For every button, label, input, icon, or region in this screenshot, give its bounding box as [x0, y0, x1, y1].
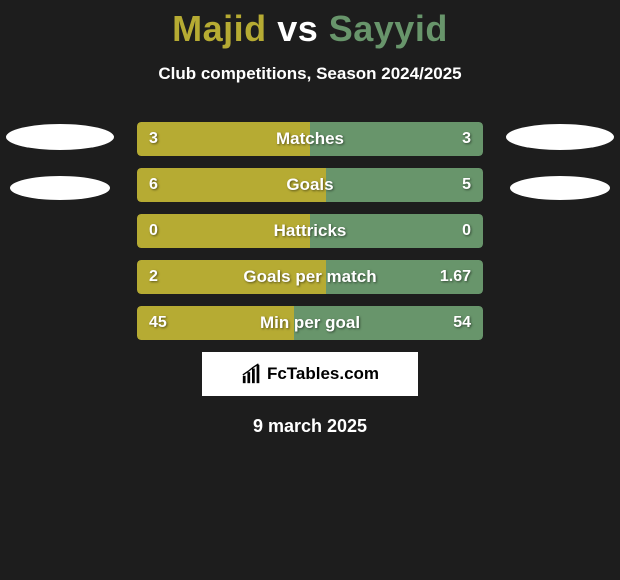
stat-row: 3 3 Matches	[137, 122, 483, 156]
comparison-card: Majid vs Sayyid Club competitions, Seaso…	[0, 0, 620, 437]
player1-name: Majid	[172, 8, 267, 49]
player2-avatar	[506, 124, 614, 150]
stat-label: Goals per match	[243, 267, 376, 287]
stat-value-left: 2	[149, 268, 158, 286]
stat-value-right: 1.67	[440, 268, 471, 286]
stat-value-left: 3	[149, 130, 158, 148]
stat-label: Goals	[286, 175, 333, 195]
stat-row: 0 0 Hattricks	[137, 214, 483, 248]
stat-row: 6 5 Goals	[137, 168, 483, 202]
stat-value-right: 54	[453, 314, 471, 332]
stat-label: Matches	[276, 129, 344, 149]
stat-value-right: 3	[462, 130, 471, 148]
logo-text: FcTables.com	[267, 364, 379, 384]
stat-value-left: 45	[149, 314, 167, 332]
vs-word: vs	[277, 8, 318, 49]
stat-value-right: 0	[462, 222, 471, 240]
bar-right	[326, 168, 483, 202]
stat-label: Min per goal	[260, 313, 360, 333]
stat-value-left: 6	[149, 176, 158, 194]
player2-avatar-dash	[510, 176, 610, 200]
page-title: Majid vs Sayyid	[0, 8, 620, 50]
subtitle: Club competitions, Season 2024/2025	[0, 64, 620, 84]
date-label: 9 march 2025	[0, 416, 620, 437]
stat-value-right: 5	[462, 176, 471, 194]
player2-name: Sayyid	[329, 8, 448, 49]
stat-row: 2 1.67 Goals per match	[137, 260, 483, 294]
player1-avatar-dash	[10, 176, 110, 200]
stat-value-left: 0	[149, 222, 158, 240]
stats-table: 3 3 Matches 6 5 Goals 0 0 Hattricks 2 1.67 Goals pe…	[137, 122, 483, 340]
logo-badge[interactable]: FcTables.com	[202, 352, 418, 396]
player1-avatar	[6, 124, 114, 150]
stat-row: 45 54 Min per goal	[137, 306, 483, 340]
stat-label: Hattricks	[274, 221, 347, 241]
bar-chart-icon	[241, 363, 263, 385]
